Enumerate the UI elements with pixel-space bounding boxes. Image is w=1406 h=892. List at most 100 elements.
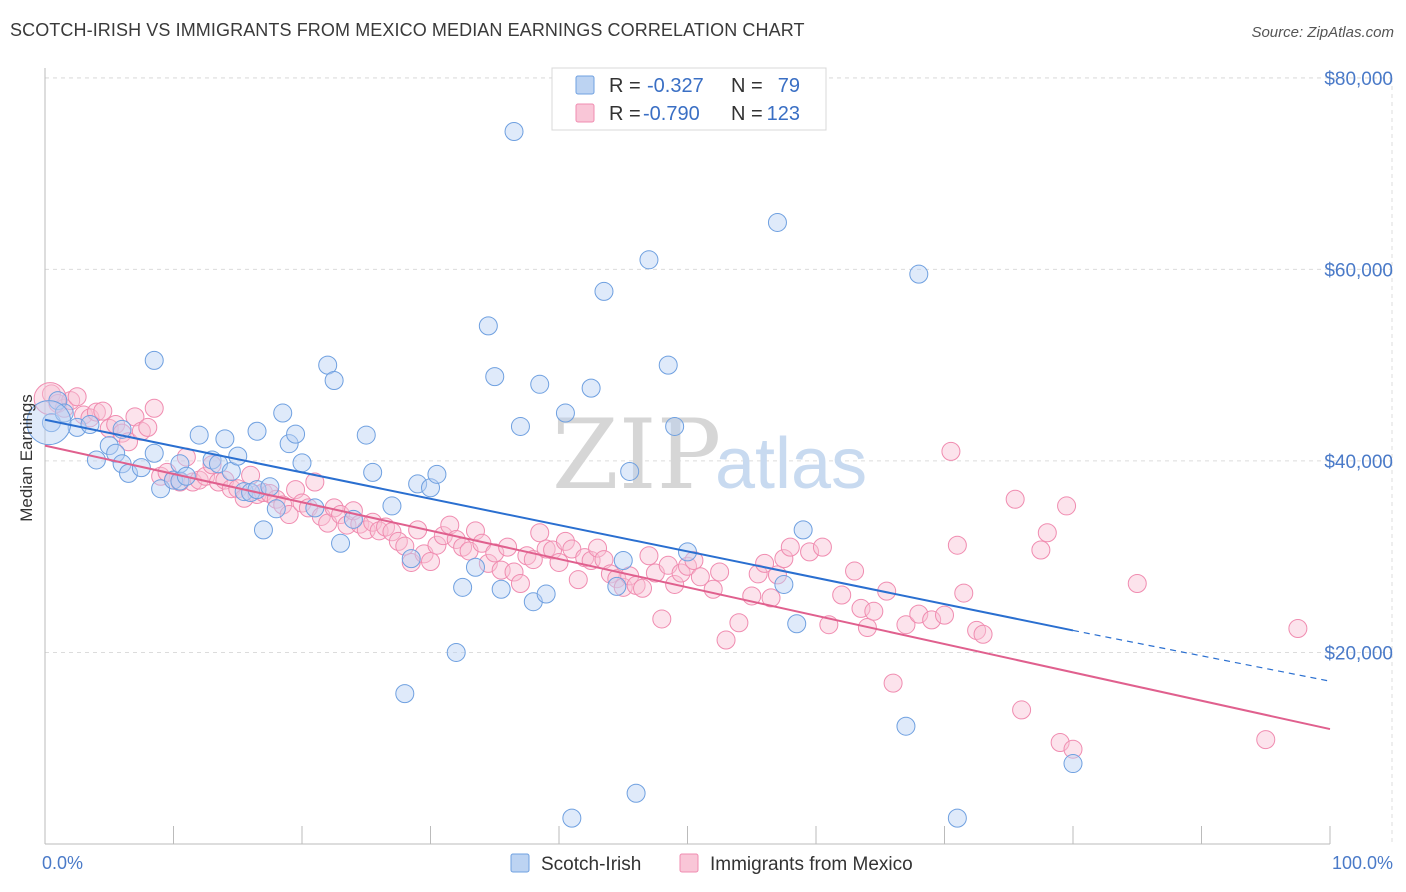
mexico-point-139 xyxy=(1127,574,1147,594)
scotch-irish-point-76 xyxy=(896,716,916,736)
y-tick-labels: $20,000 $40,000 $60,000 $80,000 xyxy=(1324,69,1393,665)
watermark-zip: ZIP xyxy=(552,399,721,511)
source-credit: Source: ZipAtlas.com xyxy=(1251,24,1394,41)
mexico-point-4 xyxy=(67,387,87,407)
y-tick-label-2: $60,000 xyxy=(1324,260,1393,281)
mexico-point-104 xyxy=(716,630,736,650)
scotch-irish-point-5 xyxy=(86,450,106,470)
mexico-point-128 xyxy=(947,535,967,555)
mexico-point-103 xyxy=(710,562,730,582)
watermark-atlas: atlas xyxy=(715,424,867,504)
mexico-point-79 xyxy=(549,552,569,572)
x-tick-labels: 0.0% 100.0% xyxy=(42,853,1393,873)
scotch-irish-point-35 xyxy=(292,453,312,473)
scotch-irish-point-7 xyxy=(106,443,126,463)
mexico-point-122 xyxy=(883,673,903,693)
scotch-irish-point-75 xyxy=(793,520,813,540)
y-axis-title: Median Earnings xyxy=(17,394,36,522)
mexico-point-140 xyxy=(1256,730,1276,750)
scotch-irish-point-24 xyxy=(228,446,248,466)
scotch-irish-point-45 xyxy=(401,549,421,569)
mexico-point-72 xyxy=(504,562,524,582)
mexico-point-117 xyxy=(845,561,865,581)
mexico-point-124 xyxy=(909,604,929,624)
legend-n-value-1: 79 xyxy=(778,75,800,97)
series-legend-swatch-scotch-irish xyxy=(510,853,530,873)
scotch-irish-point-55 xyxy=(504,121,524,141)
y-tick-label-0: $20,000 xyxy=(1324,643,1393,664)
y-tick-label-3: $80,000 xyxy=(1324,69,1393,90)
mexico-point-141 xyxy=(1288,619,1308,639)
mexico-point-93 xyxy=(639,546,659,566)
mexico-point-134 xyxy=(1031,540,1051,560)
mexico-point-73 xyxy=(510,574,530,594)
scotch-irish-point-2 xyxy=(54,403,74,423)
axes xyxy=(44,68,1331,845)
y-tick-label-1: $40,000 xyxy=(1324,452,1393,473)
mexico-point-105 xyxy=(729,613,749,633)
scotch-irish-point-17 xyxy=(170,454,190,474)
mexico-point-132 xyxy=(1005,489,1025,509)
mexico-point-133 xyxy=(1012,700,1032,720)
scotch-irish-point-54 xyxy=(491,579,511,599)
mexico-point-112 xyxy=(780,537,800,557)
scotch-irish-point-48 xyxy=(427,464,447,484)
legend-n-value-2: 123 xyxy=(767,103,800,125)
mexico-point-15 xyxy=(138,417,158,437)
series-legend: Scotch-Irish Immigrants from Mexico xyxy=(510,853,913,875)
legend-r-value-1: -0.327 xyxy=(647,75,704,97)
mexico-point-114 xyxy=(812,537,832,557)
scotch-irish-point-65 xyxy=(613,551,633,571)
x-tick-label-1: 100.0% xyxy=(1332,853,1393,873)
scotch-irish-point-64 xyxy=(607,576,627,596)
mexico-point-60 xyxy=(427,535,447,555)
mexico-point-127 xyxy=(941,441,961,461)
scotch-irish-point-43 xyxy=(382,496,402,516)
scotch-irish-point-39 xyxy=(331,533,351,553)
mexico-point-125 xyxy=(922,610,942,630)
scotch-irish-point-73 xyxy=(774,574,794,594)
points-immigrants-from-mexico xyxy=(33,382,1308,759)
scotch-irish-point-50 xyxy=(453,577,473,597)
mexico-point-111 xyxy=(774,549,794,569)
mexico-point-123 xyxy=(896,615,916,635)
chart-title: SCOTCH-IRISH VS IMMIGRANTS FROM MEXICO M… xyxy=(10,20,805,40)
scotch-irish-point-69 xyxy=(658,355,678,375)
scotch-irish-point-34 xyxy=(286,424,306,444)
scotch-irish-point-72 xyxy=(767,212,787,232)
trend-line-scotch-irish xyxy=(44,418,1074,632)
mexico-point-13 xyxy=(125,407,145,427)
mexico-point-55 xyxy=(395,536,415,556)
scotch-irish-point-68 xyxy=(639,250,659,270)
scotch-irish-point-28 xyxy=(247,421,267,441)
mexico-point-138 xyxy=(1063,739,1083,759)
series-legend-label-scotch-irish: Scotch-Irish xyxy=(541,854,641,875)
legend-swatch-pink xyxy=(575,103,595,123)
stats-legend: R = -0.327 N = 79 R = -0.790 N = 123 xyxy=(551,67,827,131)
scotch-irish-point-79 xyxy=(1063,754,1083,774)
legend-n-label-2: N = xyxy=(731,103,763,125)
legend-n-label-1: N = xyxy=(731,75,763,97)
points-scotch-irish xyxy=(26,121,1083,828)
scotch-irish-point-19 xyxy=(189,425,209,445)
legend-swatch-blue xyxy=(575,75,595,95)
mexico-point-102 xyxy=(703,579,723,599)
scotch-irish-point-56 xyxy=(510,416,530,436)
mexico-point-59 xyxy=(421,551,440,571)
x-tick-label-0: 0.0% xyxy=(42,853,83,873)
scotch-irish-point-70 xyxy=(665,416,685,436)
scotch-irish-point-66 xyxy=(620,461,640,481)
mexico-point-92 xyxy=(633,578,653,598)
scotch-irish-point-58 xyxy=(530,374,550,394)
scotch-irish-point-53 xyxy=(485,367,505,387)
scotch-irish-point-67 xyxy=(626,783,646,803)
scotch-irish-point-41 xyxy=(356,425,376,445)
scotch-irish-point-63 xyxy=(594,281,614,301)
mexico-point-129 xyxy=(954,583,974,603)
scotch-irish-point-22 xyxy=(215,429,235,449)
scotch-irish-point-49 xyxy=(446,642,466,662)
scotch-irish-point-77 xyxy=(909,264,929,284)
scotch-irish-point-78 xyxy=(947,808,967,828)
scotch-irish-point-12 xyxy=(144,443,164,463)
mexico-point-80 xyxy=(555,531,575,551)
